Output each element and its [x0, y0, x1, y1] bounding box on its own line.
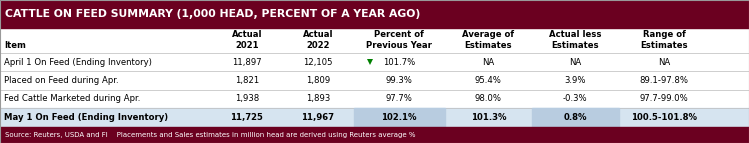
Text: 12,105: 12,105 — [303, 58, 333, 67]
Text: Percent of: Percent of — [374, 30, 424, 39]
Text: Actual: Actual — [231, 30, 262, 39]
Text: 97.7-99.0%: 97.7-99.0% — [640, 94, 689, 103]
Text: NA: NA — [482, 58, 494, 67]
Text: 1,893: 1,893 — [306, 94, 330, 103]
Text: 99.3%: 99.3% — [386, 76, 413, 85]
Text: 1,938: 1,938 — [234, 94, 259, 103]
Text: Fed Cattle Marketed during Apr.: Fed Cattle Marketed during Apr. — [4, 94, 141, 103]
Text: 11,897: 11,897 — [232, 58, 261, 67]
Bar — [0, 108, 749, 127]
Text: Estimates: Estimates — [551, 41, 599, 50]
Text: NA: NA — [569, 58, 581, 67]
Text: 100.5-101.8%: 100.5-101.8% — [631, 113, 697, 122]
Text: 98.0%: 98.0% — [475, 94, 502, 103]
Text: CATTLE ON FEED SUMMARY (1,000 HEAD, PERCENT OF A YEAR AGO): CATTLE ON FEED SUMMARY (1,000 HEAD, PERC… — [5, 9, 420, 19]
Text: Previous Year: Previous Year — [366, 41, 432, 50]
Bar — [0, 28, 749, 53]
Text: 95.4%: 95.4% — [475, 76, 502, 85]
Text: Actual: Actual — [303, 30, 333, 39]
Text: Placed on Feed during Apr.: Placed on Feed during Apr. — [4, 76, 119, 85]
Text: May 1 On Feed (Ending Inventory): May 1 On Feed (Ending Inventory) — [4, 113, 169, 122]
Text: Estimates: Estimates — [640, 41, 688, 50]
Text: 11,967: 11,967 — [301, 113, 335, 122]
Text: Average of: Average of — [462, 30, 515, 39]
Text: Actual less: Actual less — [549, 30, 601, 39]
Text: 11,725: 11,725 — [231, 113, 263, 122]
Text: -0.3%: -0.3% — [563, 94, 587, 103]
Text: 101.3%: 101.3% — [470, 113, 506, 122]
Text: April 1 On Feed (Ending Inventory): April 1 On Feed (Ending Inventory) — [4, 58, 152, 67]
Bar — [354, 108, 445, 127]
Text: Item: Item — [4, 41, 26, 50]
Text: 1,821: 1,821 — [234, 76, 259, 85]
Text: NA: NA — [658, 58, 670, 67]
Text: Range of: Range of — [643, 30, 686, 39]
Text: Source: Reuters, USDA and FI    Placements and Sales estimates in million head a: Source: Reuters, USDA and FI Placements … — [5, 132, 416, 138]
Text: 1,809: 1,809 — [306, 76, 330, 85]
Text: 3.9%: 3.9% — [565, 76, 586, 85]
Text: 101.7%: 101.7% — [383, 58, 416, 67]
Bar — [0, 0, 749, 28]
Text: Estimates: Estimates — [464, 41, 512, 50]
Text: 2021: 2021 — [235, 41, 258, 50]
Text: 97.7%: 97.7% — [386, 94, 413, 103]
Text: 0.8%: 0.8% — [563, 113, 587, 122]
Bar — [0, 127, 749, 143]
Text: 2022: 2022 — [306, 41, 330, 50]
Text: 89.1-97.8%: 89.1-97.8% — [640, 76, 689, 85]
Text: 102.1%: 102.1% — [381, 113, 417, 122]
Bar — [532, 108, 619, 127]
